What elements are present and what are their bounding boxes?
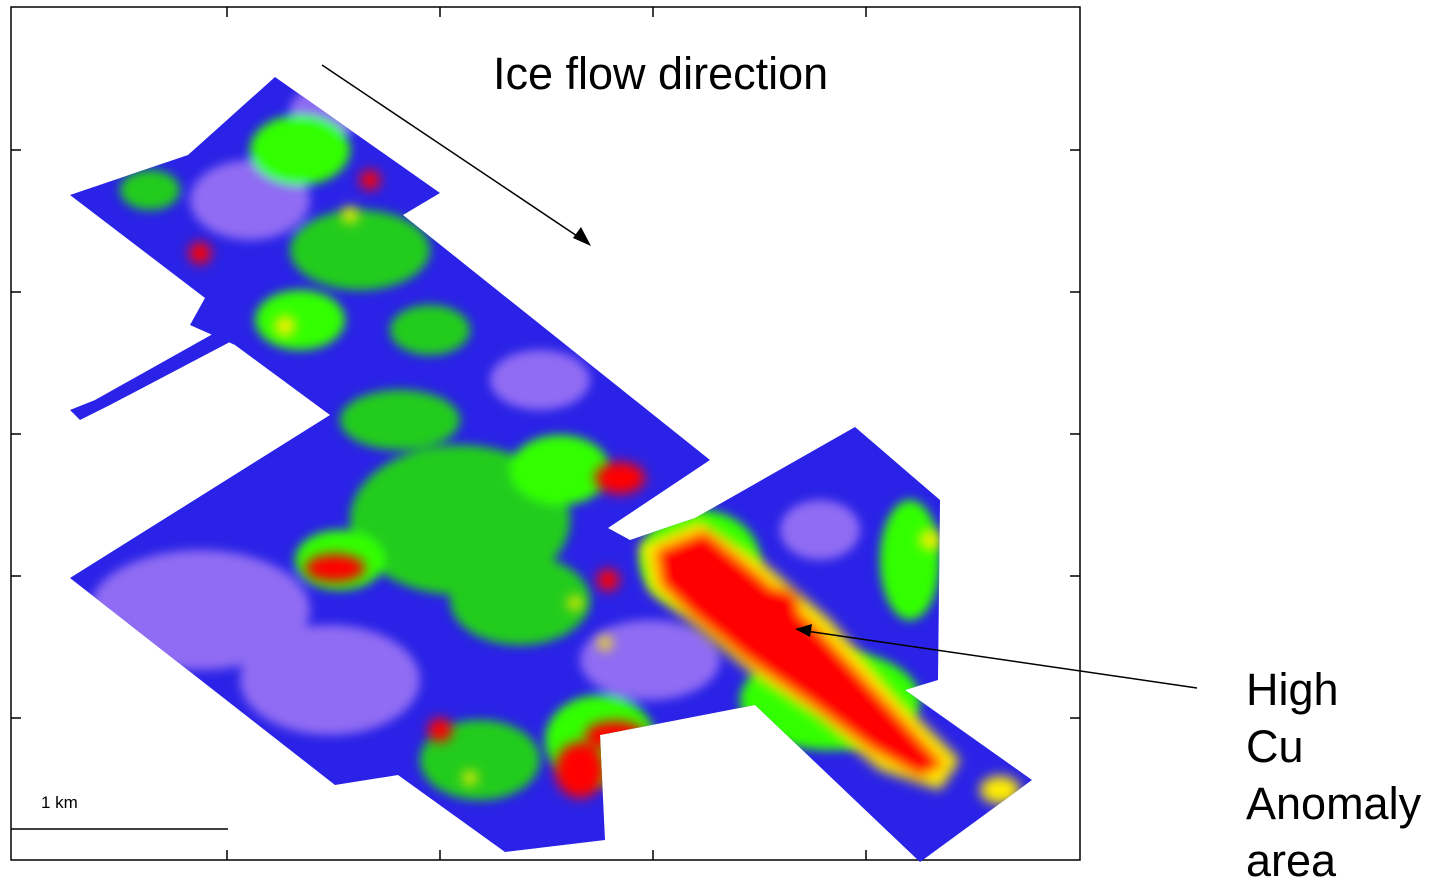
anomaly-label-line: Cu [1246, 721, 1304, 772]
anomaly-pointer-arrow [795, 624, 1198, 689]
ice-flow-label: Ice flow direction [493, 48, 829, 99]
anomaly-label-line: High [1246, 664, 1339, 715]
anomaly-label-line: area [1246, 835, 1337, 886]
anomaly-label-line: Anomaly [1246, 778, 1422, 829]
scale-bar-label: 1 km [41, 793, 78, 812]
survey-area [70, 77, 1032, 862]
ice-flow-arrow [321, 64, 591, 246]
map-frame [10, 6, 1081, 861]
anomaly-label: High Cu Anomaly area [1246, 661, 1436, 889]
